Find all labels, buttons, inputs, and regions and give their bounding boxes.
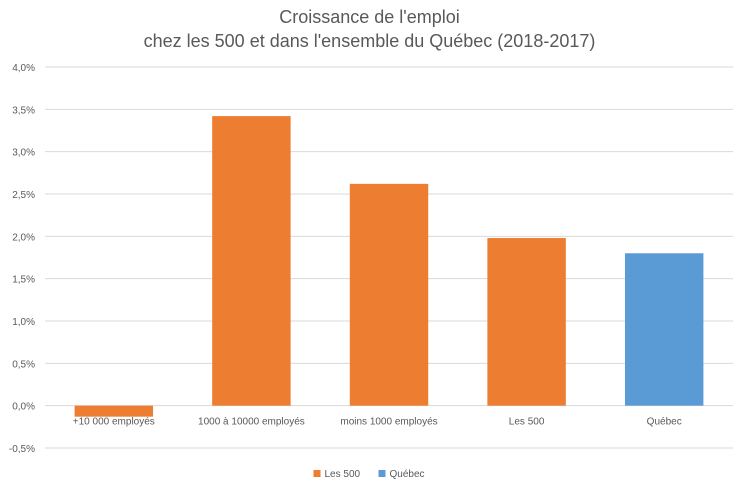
y-tick-label: 2,0% (12, 232, 35, 243)
x-tick-label: Les 500 (509, 417, 545, 428)
y-tick-label: 3,5% (12, 105, 35, 116)
bar (624, 253, 704, 406)
x-tick-label: moins 1000 employés (340, 417, 437, 428)
legend-swatch (313, 470, 321, 477)
bar (349, 183, 429, 406)
chart-subtitle: chez les 500 et dans l'ensemble du Québe… (143, 31, 596, 51)
x-tick-label: 1000 à 10000 employés (198, 417, 305, 428)
y-tick-label: 1,5% (12, 275, 35, 286)
y-tick-label: -0,5% (9, 444, 35, 455)
y-tick-label: 1,0% (12, 317, 35, 328)
bar (487, 238, 566, 406)
y-tick-label: 0,5% (12, 359, 35, 370)
legend-label: Québec (390, 469, 425, 480)
legend-label: Les 500 (325, 469, 361, 480)
y-tick-label: 3,0% (12, 148, 35, 159)
chart-title: Croissance de l'emploi (279, 7, 460, 27)
bar (74, 405, 154, 417)
x-tick-label: Québec (647, 417, 682, 428)
y-tick-label: 0,0% (12, 402, 35, 413)
x-tick-label: +10 000 employés (73, 417, 155, 428)
y-tick-label: 2,5% (12, 190, 35, 201)
y-tick-label: 4,0% (12, 63, 35, 74)
legend-swatch (378, 470, 386, 477)
bar (212, 116, 291, 406)
